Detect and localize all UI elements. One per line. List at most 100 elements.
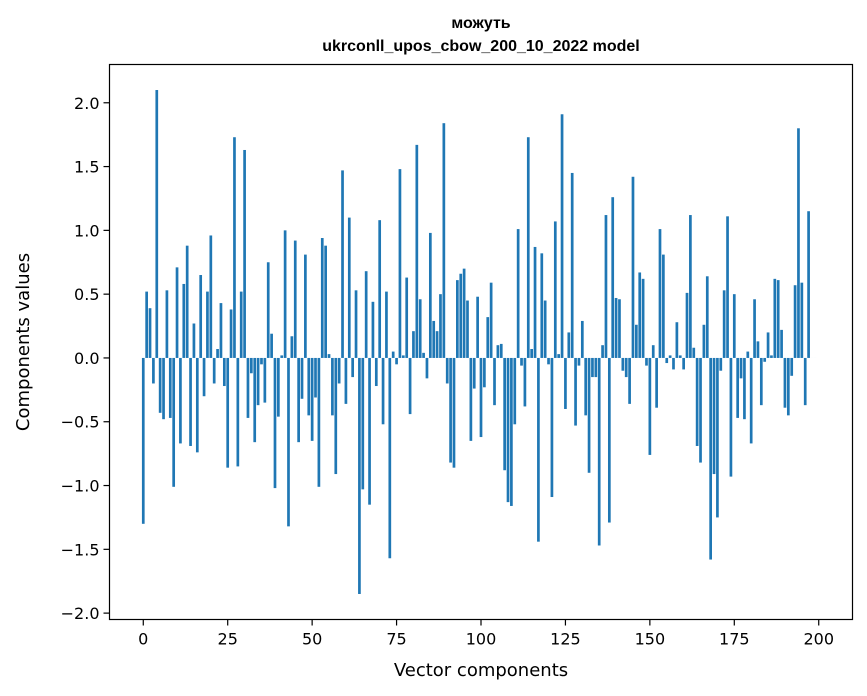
bar bbox=[152, 357, 155, 384]
bar bbox=[665, 357, 669, 364]
bar bbox=[472, 357, 476, 389]
y-tick-label: −1.0 bbox=[61, 477, 100, 496]
bar bbox=[790, 357, 794, 376]
bar bbox=[719, 357, 723, 371]
bar bbox=[199, 275, 203, 358]
bar bbox=[256, 357, 260, 406]
bar bbox=[557, 354, 561, 358]
bar bbox=[759, 357, 763, 406]
bar bbox=[736, 357, 740, 418]
bar bbox=[739, 357, 743, 379]
bar bbox=[432, 320, 436, 358]
bar bbox=[466, 300, 469, 358]
bar bbox=[607, 357, 611, 523]
bar bbox=[452, 357, 456, 468]
bar bbox=[381, 357, 385, 425]
bar bbox=[678, 355, 682, 358]
bar bbox=[510, 357, 513, 506]
bar bbox=[192, 323, 196, 358]
bar bbox=[280, 355, 284, 358]
plot-frame bbox=[108, 63, 854, 621]
bar bbox=[516, 229, 520, 358]
bar bbox=[732, 294, 736, 358]
bar bbox=[253, 357, 257, 443]
bar bbox=[347, 217, 351, 358]
bar bbox=[577, 357, 581, 366]
bar bbox=[570, 172, 574, 358]
bar bbox=[206, 291, 209, 358]
bar bbox=[260, 357, 263, 365]
bar bbox=[297, 357, 300, 443]
bar bbox=[803, 357, 807, 406]
bar bbox=[675, 322, 679, 358]
bar bbox=[243, 149, 246, 358]
y-tick-label: 0.0 bbox=[74, 349, 99, 368]
bar bbox=[682, 357, 685, 370]
bar bbox=[543, 300, 547, 358]
bar bbox=[807, 211, 810, 358]
bar bbox=[398, 169, 402, 358]
bar bbox=[540, 253, 544, 358]
bar bbox=[618, 299, 621, 358]
x-tick-label: 125 bbox=[550, 630, 581, 649]
bar bbox=[550, 357, 554, 498]
bar bbox=[692, 347, 696, 358]
bar bbox=[185, 245, 189, 358]
bar bbox=[651, 345, 655, 358]
bar bbox=[716, 357, 719, 518]
bar bbox=[624, 357, 628, 378]
bar bbox=[307, 357, 311, 416]
bar bbox=[418, 299, 422, 358]
x-axis-label: Vector components bbox=[394, 660, 568, 681]
bar bbox=[304, 254, 307, 358]
bar bbox=[635, 324, 638, 358]
bar bbox=[726, 216, 729, 358]
bar bbox=[702, 324, 706, 358]
bar bbox=[371, 301, 375, 358]
chart-subtitle: ukrconll_upos_cbow_200_10_2022 model bbox=[322, 38, 639, 55]
bar bbox=[405, 277, 409, 358]
bar bbox=[195, 357, 199, 453]
bar bbox=[364, 271, 368, 358]
bar bbox=[442, 123, 446, 358]
bar bbox=[358, 357, 361, 594]
bar bbox=[395, 357, 398, 365]
bar bbox=[537, 357, 540, 542]
bar bbox=[662, 254, 665, 358]
bar bbox=[354, 290, 358, 358]
bar bbox=[591, 357, 594, 378]
bar bbox=[425, 357, 429, 379]
bar bbox=[506, 357, 510, 503]
bar bbox=[523, 357, 527, 407]
bar bbox=[172, 357, 176, 487]
y-tick-label: 1.0 bbox=[74, 221, 99, 240]
bar bbox=[141, 357, 145, 524]
bar bbox=[479, 357, 483, 438]
bar bbox=[145, 291, 148, 358]
bar bbox=[293, 240, 297, 358]
bar bbox=[597, 357, 601, 546]
bar bbox=[401, 355, 405, 358]
bar bbox=[749, 357, 753, 444]
bar bbox=[486, 317, 490, 358]
bar bbox=[476, 296, 479, 358]
x-tick-label: 75 bbox=[386, 630, 406, 649]
bar bbox=[567, 332, 571, 358]
bar bbox=[729, 357, 733, 477]
bar bbox=[331, 357, 334, 416]
bar bbox=[722, 290, 726, 358]
x-tick-label: 0 bbox=[138, 630, 148, 649]
x-tick-label: 50 bbox=[302, 630, 322, 649]
bar bbox=[415, 144, 419, 358]
bar bbox=[462, 268, 466, 358]
bar bbox=[797, 128, 800, 358]
bar bbox=[526, 137, 530, 358]
bar bbox=[776, 280, 780, 358]
bar bbox=[341, 170, 344, 358]
bar bbox=[233, 137, 236, 358]
bar bbox=[236, 357, 240, 467]
bar bbox=[239, 291, 243, 358]
bar bbox=[763, 357, 767, 362]
bar bbox=[689, 215, 692, 358]
y-tick-label: 2.0 bbox=[74, 94, 99, 113]
